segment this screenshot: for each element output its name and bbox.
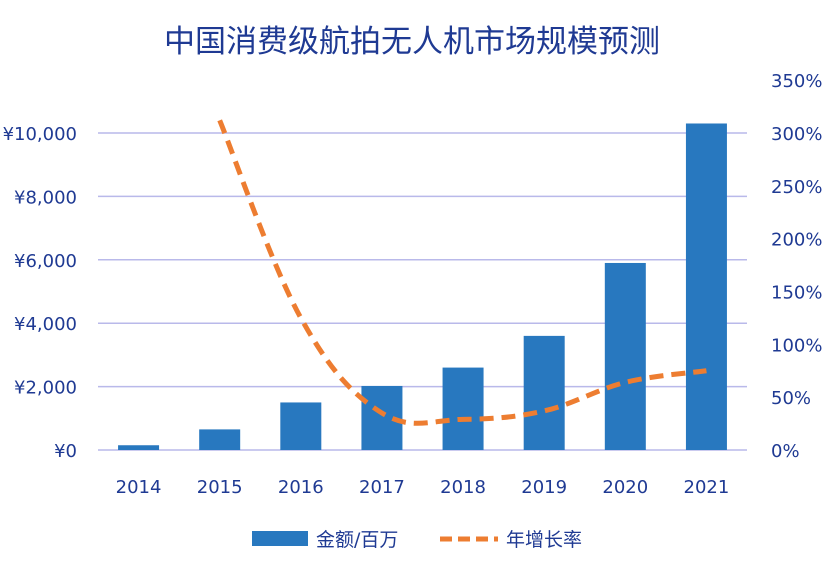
right-tick-label: 200% <box>771 230 822 251</box>
legend-bar-label: 金额/百万 <box>316 529 398 551</box>
right-tick-label: 50% <box>771 388 811 409</box>
left-tick-label: ¥0 <box>54 441 77 462</box>
bar <box>604 262 646 450</box>
left-tick-label: ¥2,000 <box>14 378 77 399</box>
x-tick-label: 2021 <box>684 477 730 498</box>
right-tick-label: 150% <box>771 283 822 304</box>
bar <box>685 123 727 451</box>
left-tick-label: ¥8,000 <box>14 187 77 208</box>
left-tick-label: ¥4,000 <box>14 314 77 335</box>
right-axis-ticks: 0% 50% 100% 150% 200% 250% 300% 350% <box>771 71 822 462</box>
legend: 金额/百万 年增长率 <box>252 529 582 551</box>
bar <box>199 429 241 450</box>
chart-title: 中国消费级航拍无人机市场规模预测 <box>164 24 660 60</box>
bar <box>280 402 322 450</box>
bar <box>523 335 565 450</box>
legend-bar-swatch <box>252 531 308 546</box>
bar <box>118 445 160 450</box>
bar <box>442 367 484 450</box>
x-tick-label: 2017 <box>359 477 405 498</box>
x-axis-ticks: 2014 2015 2016 2017 2018 2019 2020 2021 <box>116 477 730 498</box>
right-tick-label: 350% <box>771 71 822 92</box>
legend-line-label: 年增长率 <box>506 529 582 551</box>
right-tick-label: 300% <box>771 124 822 145</box>
x-tick-label: 2019 <box>521 477 567 498</box>
x-tick-label: 2020 <box>602 477 648 498</box>
growth-rate-line <box>217 119 707 426</box>
x-tick-label: 2015 <box>197 477 243 498</box>
right-tick-label: 0% <box>771 441 800 462</box>
left-tick-label: ¥6,000 <box>14 251 77 272</box>
x-tick-label: 2016 <box>278 477 324 498</box>
left-axis-ticks: ¥0 ¥2,000 ¥4,000 ¥6,000 ¥8,000 ¥10,000 <box>3 124 77 462</box>
right-tick-label: 250% <box>771 177 822 198</box>
left-tick-label: ¥10,000 <box>3 124 77 145</box>
x-tick-label: 2018 <box>440 477 486 498</box>
gridlines <box>98 132 747 451</box>
x-tick-label: 2014 <box>116 477 162 498</box>
line-series <box>217 119 707 426</box>
right-tick-label: 100% <box>771 335 822 356</box>
bar-series <box>118 123 727 451</box>
